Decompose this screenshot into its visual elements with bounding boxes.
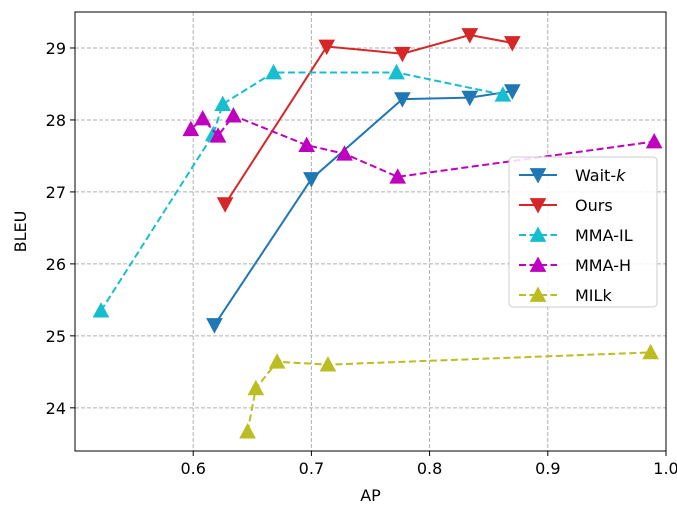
data-point (265, 63, 282, 80)
legend-label: MMA-IL (575, 226, 633, 245)
legend-label-italic: k (616, 166, 626, 185)
y-tick-label: 24 (46, 399, 66, 418)
data-point (318, 39, 336, 56)
data-point (247, 379, 265, 396)
legend-label: Ours (575, 196, 613, 215)
legend-marker (529, 286, 547, 302)
series-line (246, 351, 651, 432)
series-4 (239, 343, 659, 439)
data-point (394, 46, 411, 63)
legend-marker (529, 168, 547, 184)
y-tick-label: 29 (46, 39, 66, 58)
x-tick-label: 0.8 (417, 459, 442, 478)
data-point (194, 109, 211, 126)
legend-entry: MMA-IL (519, 226, 633, 245)
legend-label: Wait-k (575, 166, 626, 185)
data-point (394, 92, 411, 108)
series-line (100, 71, 504, 312)
x-tick-label: 0.9 (535, 459, 560, 478)
data-point (504, 84, 521, 100)
data-point (206, 318, 223, 334)
y-tick-label: 28 (46, 111, 66, 130)
data-point (92, 302, 110, 318)
data-point (461, 28, 479, 44)
y-axis-label: BLEU (11, 211, 30, 253)
legend-marker (529, 226, 547, 242)
legend-entry: Wait-k (519, 166, 626, 185)
legend-marker (529, 256, 547, 272)
data-point (239, 423, 256, 439)
x-tick-label: 1.0 (653, 459, 677, 478)
data-point (461, 90, 479, 107)
series-3 (182, 107, 663, 184)
data-point (303, 172, 320, 188)
data-point (214, 95, 232, 111)
data-point (645, 132, 663, 149)
y-tick-label: 26 (46, 255, 66, 274)
legend-label-text: Wait- (575, 166, 616, 185)
data-point (209, 127, 227, 143)
y-tick-label: 27 (46, 183, 66, 202)
data-point (388, 63, 405, 80)
x-tick-label: 0.6 (180, 459, 205, 478)
legend-box (508, 156, 658, 308)
legend-label: MILk (575, 286, 612, 305)
legend-label: MMA-H (575, 256, 631, 275)
x-tick-label: 0.7 (299, 459, 324, 478)
data-point (642, 343, 659, 360)
series-line (213, 90, 513, 326)
series-layer (92, 28, 663, 439)
plot-frame (74, 11, 667, 452)
y-tick-label: 25 (46, 327, 66, 346)
data-point (389, 168, 407, 184)
legend-entry: Ours (519, 196, 613, 215)
data-point (298, 136, 316, 153)
ticks: 0.6 0.7 0.8 0.9 1.0 24 25 26 27 28 29 (46, 39, 677, 478)
series-2 (92, 63, 512, 318)
data-point (319, 356, 337, 372)
data-point (216, 197, 234, 213)
data-point (268, 353, 286, 369)
legend-entry: MMA-H (519, 256, 631, 275)
legend-entry: MILk (519, 286, 612, 305)
series-1 (216, 28, 521, 213)
data-point (336, 145, 353, 161)
series-0 (206, 84, 521, 334)
data-point (504, 36, 521, 52)
data-point (494, 86, 512, 102)
legend-marker (529, 198, 547, 214)
data-point (182, 120, 200, 137)
data-point (225, 107, 242, 123)
x-axis-label: AP (360, 486, 381, 505)
